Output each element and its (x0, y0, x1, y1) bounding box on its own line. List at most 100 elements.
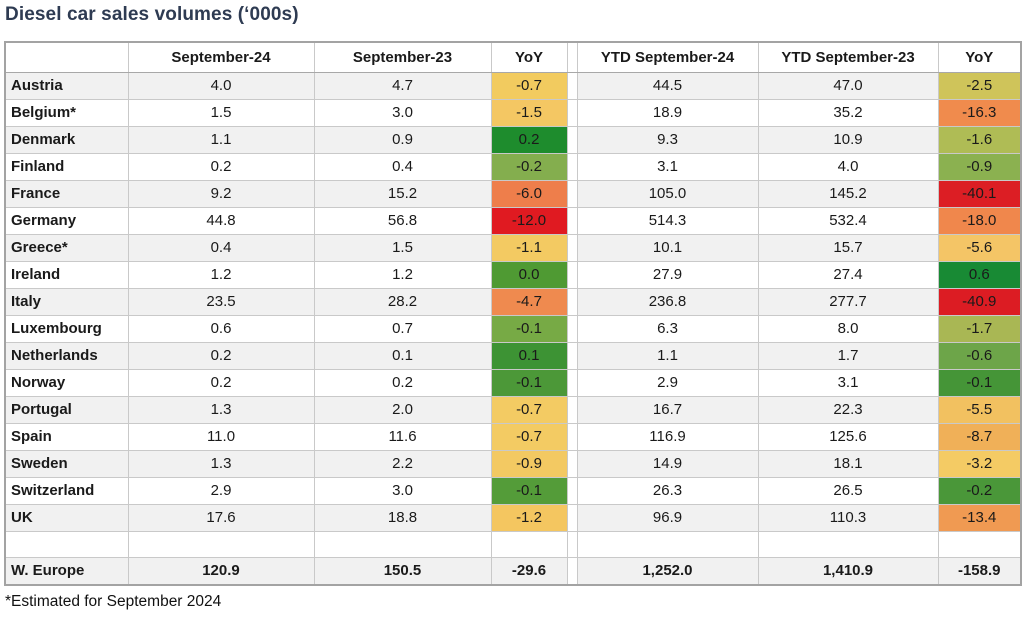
ytd24-cell: 6.3 (576, 314, 759, 343)
header-country-blank (4, 41, 129, 73)
ytd24-cell: 27.9 (576, 260, 759, 289)
column-divider (566, 179, 578, 208)
country-cell: Portugal (4, 395, 129, 424)
ytd-yoy-cell: -3.2 (937, 449, 1022, 478)
sep23-cell: 0.4 (313, 152, 492, 181)
yoy-cell: -12.0 (490, 206, 568, 235)
ytd24-cell: 44.5 (576, 71, 759, 100)
table-row: Luxembourg 0.6 0.7 -0.1 6.3 8.0 -1.7 (4, 314, 1022, 343)
table-row: Portugal 1.3 2.0 -0.7 16.7 22.3 -5.5 (4, 395, 1022, 424)
table-row: Finland 0.2 0.4 -0.2 3.1 4.0 -0.9 (4, 152, 1022, 181)
yoy-cell: -0.9 (490, 449, 568, 478)
sep24-cell: 23.5 (127, 287, 315, 316)
yoy-cell: -6.0 (490, 179, 568, 208)
ytd24-cell: 16.7 (576, 395, 759, 424)
ytd-yoy-cell: -0.1 (937, 368, 1022, 397)
total-sep23-cell: 150.5 (313, 556, 492, 586)
header-ytd-september-24: YTD September-24 (576, 41, 759, 73)
country-cell: Germany (4, 206, 129, 235)
ytd23-cell: 145.2 (757, 179, 939, 208)
sep23-cell: 4.7 (313, 71, 492, 100)
ytd23-cell: 1.7 (757, 341, 939, 370)
sep24-cell: 1.5 (127, 98, 315, 127)
table-row: UK 17.6 18.8 -1.2 96.9 110.3 -13.4 (4, 503, 1022, 532)
blank-cell (313, 530, 492, 558)
ytd23-cell: 4.0 (757, 152, 939, 181)
ytd24-cell: 18.9 (576, 98, 759, 127)
column-divider (566, 152, 578, 181)
ytd24-cell: 10.1 (576, 233, 759, 262)
blank-cell (937, 530, 1022, 558)
sep23-cell: 1.2 (313, 260, 492, 289)
ytd23-cell: 125.6 (757, 422, 939, 451)
column-divider (566, 71, 578, 100)
column-divider (566, 422, 578, 451)
country-cell: Switzerland (4, 476, 129, 505)
yoy-cell: -0.1 (490, 476, 568, 505)
ytd23-cell: 532.4 (757, 206, 939, 235)
sep23-cell: 3.0 (313, 98, 492, 127)
sep23-cell: 11.6 (313, 422, 492, 451)
ytd-yoy-cell: -40.1 (937, 179, 1022, 208)
ytd-yoy-cell: -18.0 (937, 206, 1022, 235)
country-cell: France (4, 179, 129, 208)
sep23-cell: 28.2 (313, 287, 492, 316)
ytd23-cell: 10.9 (757, 125, 939, 154)
ytd23-cell: 18.1 (757, 449, 939, 478)
ytd24-cell: 105.0 (576, 179, 759, 208)
country-cell: Ireland (4, 260, 129, 289)
ytd-yoy-cell: -0.2 (937, 476, 1022, 505)
sep23-cell: 0.2 (313, 368, 492, 397)
ytd24-cell: 14.9 (576, 449, 759, 478)
country-cell: Netherlands (4, 341, 129, 370)
table-row: Ireland 1.2 1.2 0.0 27.9 27.4 0.6 (4, 260, 1022, 289)
header-row: September-24 September-23 YoY YTD Septem… (4, 41, 1022, 73)
sep24-cell: 1.3 (127, 449, 315, 478)
table-row: Norway 0.2 0.2 -0.1 2.9 3.1 -0.1 (4, 368, 1022, 397)
yoy-cell: -0.2 (490, 152, 568, 181)
ytd24-cell: 514.3 (576, 206, 759, 235)
column-divider (566, 314, 578, 343)
ytd-yoy-cell: -13.4 (937, 503, 1022, 532)
yoy-cell: 0.1 (490, 341, 568, 370)
ytd24-cell: 3.1 (576, 152, 759, 181)
page-title: Diesel car sales volumes (‘000s) (5, 4, 299, 25)
column-divider (566, 287, 578, 316)
blank-cell (757, 530, 939, 558)
table-row: Netherlands 0.2 0.1 0.1 1.1 1.7 -0.6 (4, 341, 1022, 370)
table-row: Spain 11.0 11.6 -0.7 116.9 125.6 -8.7 (4, 422, 1022, 451)
blank-cell (576, 530, 759, 558)
sep23-cell: 18.8 (313, 503, 492, 532)
table-row: Denmark 1.1 0.9 0.2 9.3 10.9 -1.6 (4, 125, 1022, 154)
header-ytd-september-23: YTD September-23 (757, 41, 939, 73)
yoy-cell: 0.2 (490, 125, 568, 154)
ytd23-cell: 3.1 (757, 368, 939, 397)
ytd-yoy-cell: 0.6 (937, 260, 1022, 289)
ytd24-cell: 2.9 (576, 368, 759, 397)
ytd24-cell: 26.3 (576, 476, 759, 505)
sep23-cell: 1.5 (313, 233, 492, 262)
sep23-cell: 3.0 (313, 476, 492, 505)
country-cell: Norway (4, 368, 129, 397)
ytd24-cell: 9.3 (576, 125, 759, 154)
column-divider (566, 260, 578, 289)
table-row: Austria 4.0 4.7 -0.7 44.5 47.0 -2.5 (4, 71, 1022, 100)
sep24-cell: 9.2 (127, 179, 315, 208)
total-ytd23-cell: 1,410.9 (757, 556, 939, 586)
sep24-cell: 0.4 (127, 233, 315, 262)
column-divider (566, 503, 578, 532)
blank-cell (127, 530, 315, 558)
yoy-cell: 0.0 (490, 260, 568, 289)
column-divider (566, 556, 578, 586)
sep24-cell: 0.6 (127, 314, 315, 343)
footnote: *Estimated for September 2024 (5, 593, 222, 610)
ytd-yoy-cell: -0.9 (937, 152, 1022, 181)
ytd-yoy-cell: -5.6 (937, 233, 1022, 262)
country-cell: Luxembourg (4, 314, 129, 343)
column-divider (566, 125, 578, 154)
blank-cell (4, 530, 129, 558)
sep24-cell: 17.6 (127, 503, 315, 532)
sep24-cell: 0.2 (127, 341, 315, 370)
yoy-cell: -4.7 (490, 287, 568, 316)
country-cell: Italy (4, 287, 129, 316)
